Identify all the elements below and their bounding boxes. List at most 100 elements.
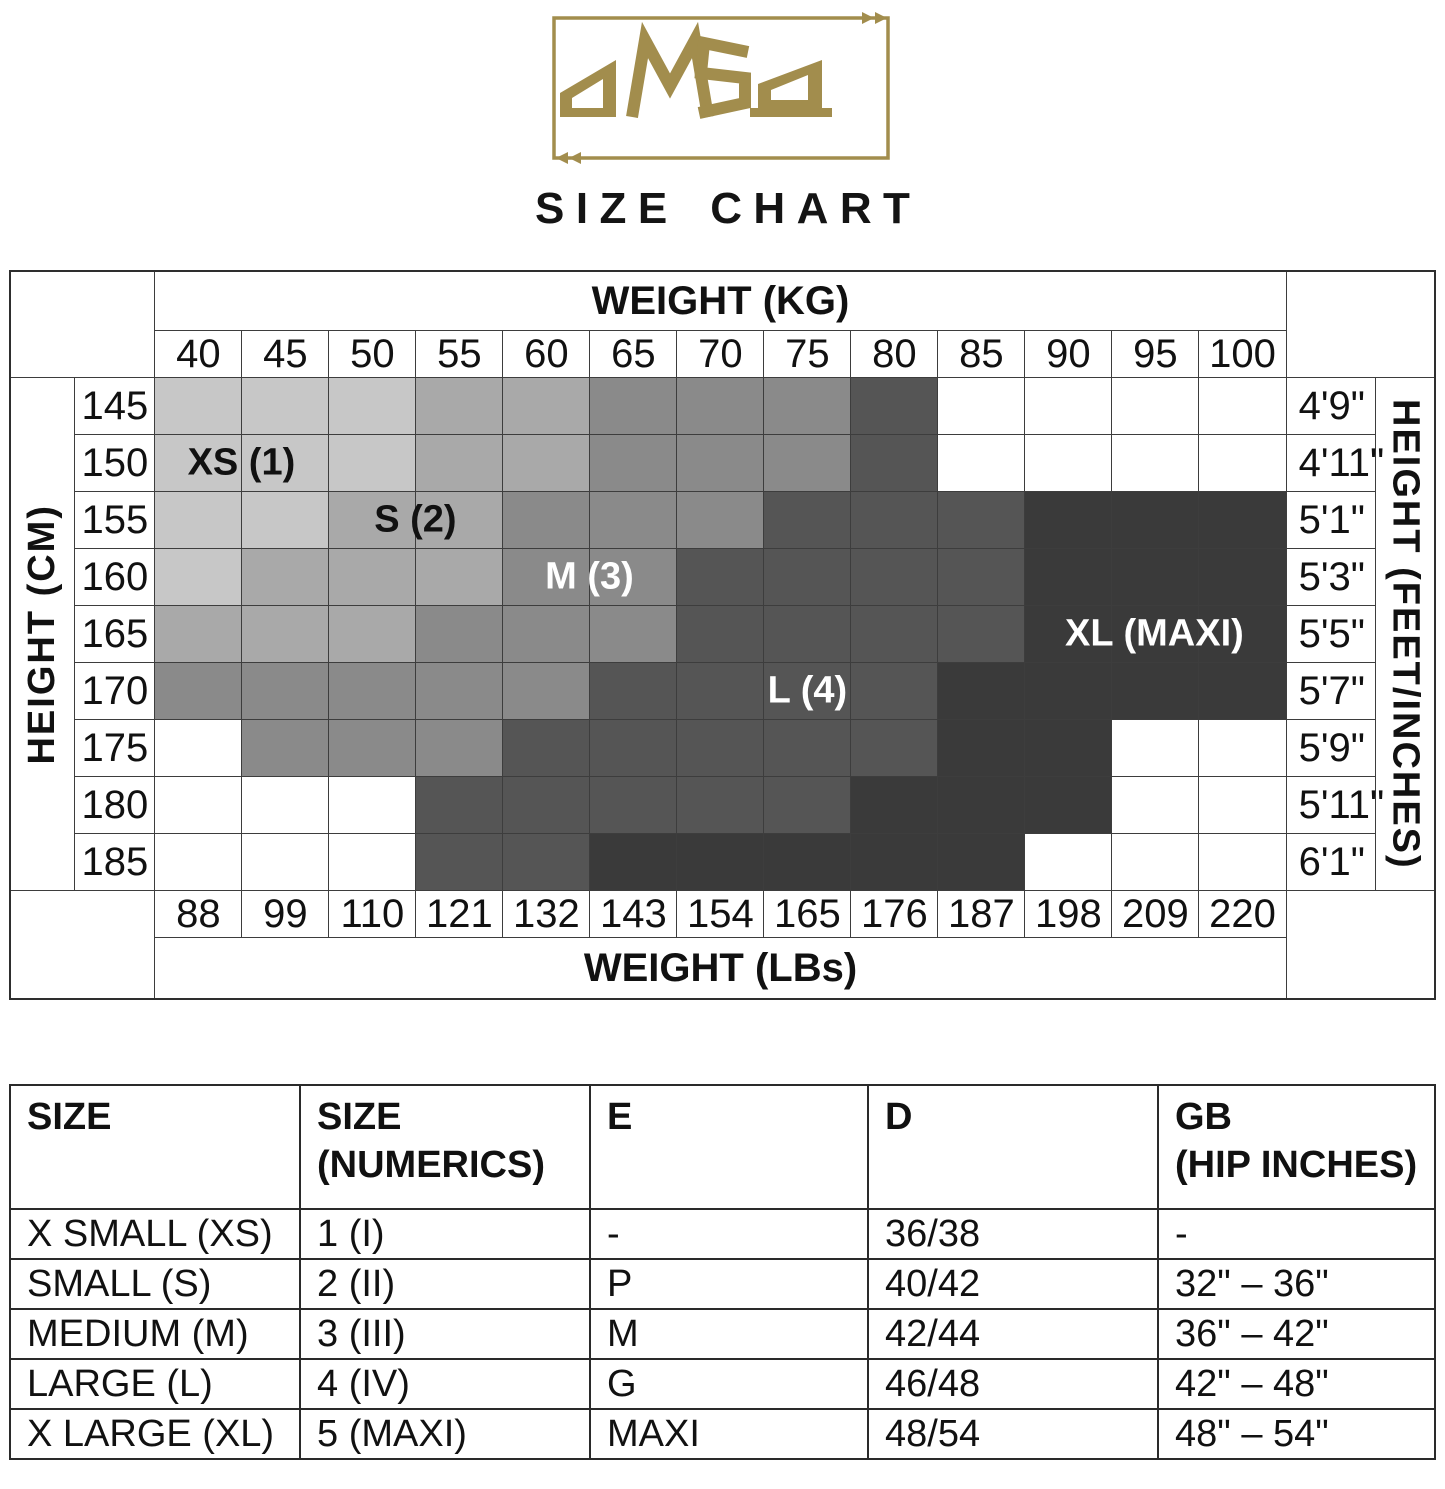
size-table-cell: -: [589, 1208, 869, 1260]
grid-lbs-header-row: WEIGHT (LBs): [10, 937, 1435, 1000]
grid-cell: [589, 605, 678, 663]
grid-data-row: 155 S (2) 5'1": [10, 491, 1435, 549]
grid-cell: [763, 605, 852, 663]
grid-cell: [1024, 776, 1113, 834]
size-table-cell: M: [589, 1308, 869, 1360]
grid-cell: [937, 776, 1026, 834]
grid-cell: [241, 833, 330, 891]
kg-axis-value: 40: [154, 330, 243, 378]
kg-axis-value: 95: [1111, 330, 1200, 378]
grid-kg-header-row: WEIGHT (KG): [9, 270, 1436, 378]
header-line-1: GB: [1175, 1096, 1232, 1138]
grid-cell: [1111, 776, 1200, 834]
grid-cell: [154, 605, 243, 663]
grid-cell: [589, 434, 678, 492]
grid-cell: L (4): [763, 662, 852, 720]
grid-cell: [763, 491, 852, 549]
ftin-axis-value: 5'5": [1285, 605, 1376, 663]
logo-frame: [551, 16, 890, 160]
cm-axis-value: 185: [74, 833, 156, 891]
size-conversion-table: SIZE SIZE (NUMERICS) E D GB (HIP INCHES) X SMAL…: [9, 1084, 1436, 1460]
grid-data-row: 185 6'1": [10, 833, 1435, 891]
height-cm-axis-label: HEIGHT (CM): [9, 377, 76, 891]
grid-cell: [589, 719, 678, 777]
grid-data-row: 160 M (3) 5'3": [10, 548, 1435, 606]
size-table-row: LARGE (L) 4 (IV) G 46/48 42" – 48": [9, 1358, 1436, 1410]
lbs-axis-value: 165: [763, 890, 852, 938]
grid-data-row: 150 XS (1) 4'11": [10, 434, 1435, 492]
lbs-axis-value: 132: [502, 890, 591, 938]
grid-cell: [154, 377, 243, 435]
corner-bottom-right: [1285, 890, 1436, 1000]
grid-cell: [328, 833, 417, 891]
grid-cell: [502, 776, 591, 834]
grid-cell: [415, 605, 504, 663]
grid-cell: [241, 719, 330, 777]
grid-cell: [502, 833, 591, 891]
grid-cell: [676, 833, 765, 891]
grid-data-row: 165 XL (MAXI) 5'5": [10, 605, 1435, 663]
logo-letter-s: [693, 35, 751, 119]
grid-cell: [154, 833, 243, 891]
ftin-axis-value: 4'11": [1285, 434, 1384, 492]
grid-cell: [850, 662, 939, 720]
grid-cell: [154, 491, 243, 549]
size-table-cell: 4 (IV): [299, 1358, 591, 1410]
cm-axis-value: 145: [74, 377, 156, 435]
size-table-row: X SMALL (XS) 1 (I) -36/38-: [9, 1208, 1436, 1260]
grid-cell: [1198, 434, 1287, 492]
ftin-axis-value: 5'3": [1285, 548, 1376, 606]
grid-cell: [154, 662, 243, 720]
grid-cell: [241, 776, 330, 834]
lbs-axis-value: 220: [1198, 890, 1287, 938]
grid-data-row: 170 L (4) 5'7": [10, 662, 1435, 720]
grid-cell: [676, 719, 765, 777]
grid-cell: [502, 434, 591, 492]
lbs-axis-value: 110: [328, 890, 417, 938]
grid-cell: [1198, 605, 1287, 663]
grid-cell: [328, 776, 417, 834]
grid-cell: [1198, 719, 1287, 777]
cm-axis-value: 150: [74, 434, 156, 492]
logo-block: SIZE CHART: [0, 0, 1445, 234]
grid-cell: [850, 377, 939, 435]
size-table-cell: 5 (MAXI): [299, 1408, 591, 1460]
kg-axis-value: 75: [763, 330, 852, 378]
height-weight-size-grid: WEIGHT (KG) 40 45 50 55 60 65 70 75 80 85 90 95 100 HE…: [8, 270, 1437, 1000]
height-ftin-axis-label-text: HEIGHT (FEET/INCHES): [1384, 398, 1427, 870]
grid-kg-values-row: 40 45 50 55 60 65 70 75 80 85 90 95 100: [10, 330, 1435, 378]
grid-cell: [937, 548, 1026, 606]
grid-cell: [1198, 491, 1287, 549]
grid-cell: [937, 833, 1026, 891]
lbs-axis-value: 154: [676, 890, 765, 938]
grid-cell: [415, 776, 504, 834]
height-cm-axis-label-text: HEIGHT (CM): [21, 503, 64, 765]
kg-axis-value: 55: [415, 330, 504, 378]
size-table-cell: 40/42: [867, 1258, 1159, 1310]
grid-cell: [502, 491, 591, 549]
size-table-column-header: GB (HIP INCHES): [1157, 1084, 1436, 1210]
size-table-column-header: SIZE: [9, 1084, 301, 1210]
size-table-cell: P: [589, 1258, 869, 1310]
size-table-cell: 48" – 54": [1157, 1408, 1436, 1460]
ftin-axis-value: 6'1": [1285, 833, 1376, 891]
grid-cell: [415, 491, 504, 549]
grid-cell: [1111, 719, 1200, 777]
grid-cell: [763, 719, 852, 777]
grid-cell: [1111, 434, 1200, 492]
lbs-axis-value: 209: [1111, 890, 1200, 938]
kg-axis-value: 80: [850, 330, 939, 378]
grid-cell: [1198, 776, 1287, 834]
size-table-cell: 1 (I): [299, 1208, 591, 1260]
size-table-header-row: SIZE SIZE (NUMERICS) E D GB (HIP INCHES): [9, 1084, 1436, 1210]
grid-cell: [415, 662, 504, 720]
size-table-cell: X SMALL (XS): [9, 1208, 301, 1260]
cm-axis-value: 165: [74, 605, 156, 663]
page-title: SIZE CHART: [535, 184, 922, 233]
grid-cell: [937, 434, 1026, 492]
grid-cell: [1024, 833, 1113, 891]
grid-cell: [502, 377, 591, 435]
grid-cell: [1111, 491, 1200, 549]
corner-top-left: [9, 270, 156, 378]
height-ftin-axis-label: HEIGHT (FEET/INCHES): [1374, 377, 1436, 891]
